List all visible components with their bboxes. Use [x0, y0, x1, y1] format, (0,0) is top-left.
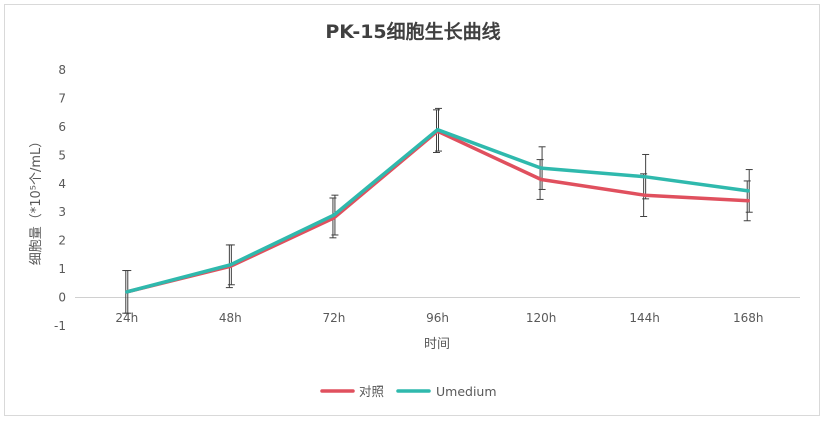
y-tick-label: 2	[58, 234, 66, 248]
y-tick-label: 6	[58, 120, 66, 134]
y-tick-label: -1	[54, 319, 66, 333]
y-tick-label: 0	[58, 291, 66, 305]
chart-legend: 对照 Umedium	[320, 384, 497, 399]
legend-label-1: 对照	[359, 384, 384, 399]
series-lines	[125, 127, 750, 294]
error-bars	[122, 107, 753, 314]
chart-title: PK-15细胞生长曲线	[325, 20, 500, 43]
y-axis-ticks: 8 7 6 5 4 3 2 1 0 -1	[54, 63, 66, 333]
x-tick-label: 48h	[219, 311, 242, 325]
x-tick-label: 120h	[526, 311, 557, 325]
y-tick-label: 5	[58, 148, 66, 162]
y-axis-title: 细胞量（*10⁵个/mL）	[29, 135, 44, 266]
y-tick-label: 3	[58, 205, 66, 219]
y-tick-label: 8	[58, 63, 66, 77]
x-tick-label: 144h	[629, 311, 660, 325]
series-line-2	[125, 127, 750, 294]
chart-frame	[4, 4, 820, 416]
x-axis-ticks: 24h 48h 72h 96h 120h 144h 168h	[115, 311, 763, 325]
y-tick-label: 7	[58, 91, 66, 105]
x-tick-label: 72h	[322, 311, 345, 325]
x-tick-label: 24h	[115, 311, 138, 325]
x-tick-label: 168h	[733, 311, 764, 325]
y-tick-label: 1	[58, 262, 66, 276]
x-tick-label: 96h	[426, 311, 449, 325]
legend-label-2: Umedium	[436, 384, 497, 399]
y-tick-label: 4	[58, 177, 66, 191]
x-axis-title: 时间	[424, 337, 450, 352]
